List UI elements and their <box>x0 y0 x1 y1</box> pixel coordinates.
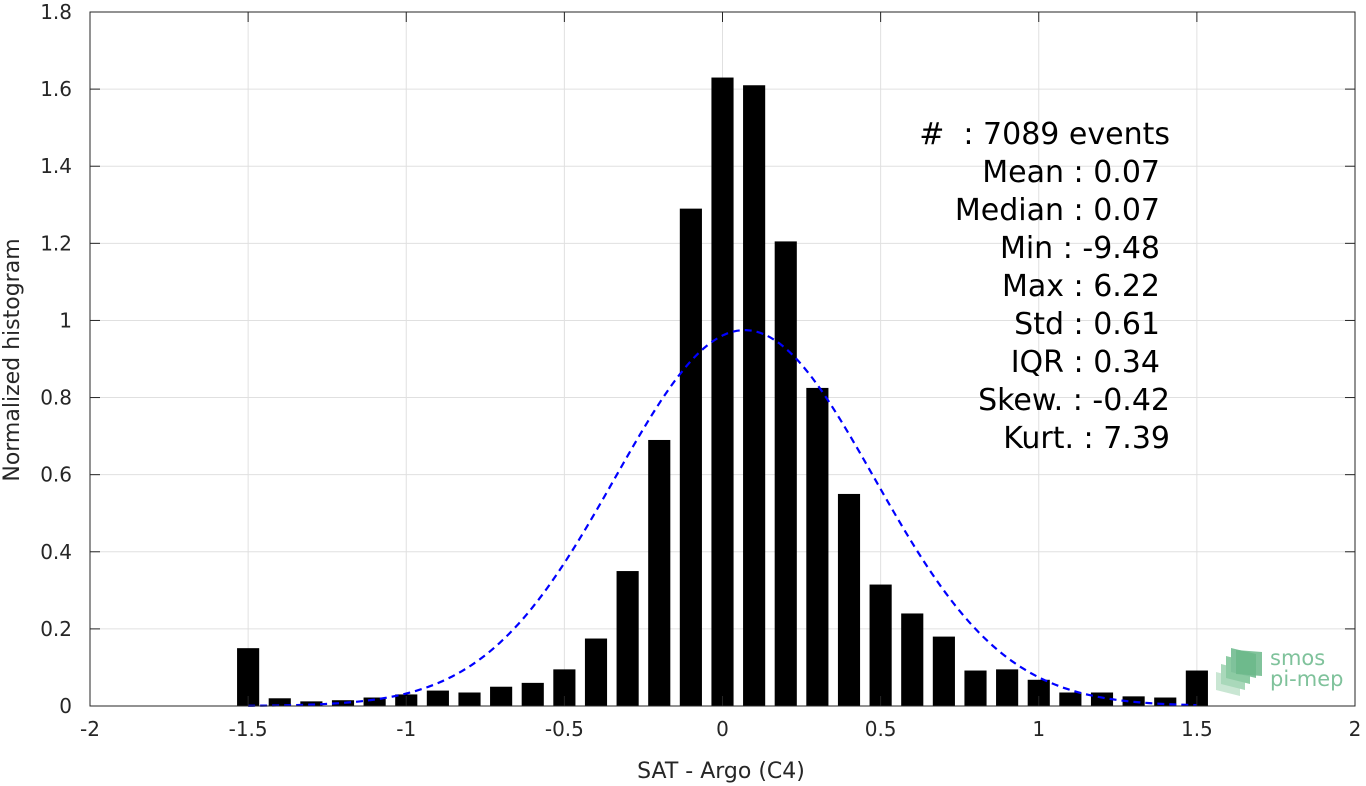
stat-min: Min : -9.48 <box>1000 231 1160 266</box>
logo-layers-icon <box>1216 648 1262 696</box>
y-tick-label: 0.6 <box>40 463 72 487</box>
histogram-bar <box>490 686 513 706</box>
plot-frame <box>89 11 1356 707</box>
histogram-bar <box>426 690 449 706</box>
stat-max: Max : 6.22 <box>1002 269 1160 304</box>
histogram-bar <box>648 439 671 706</box>
x-axis-label: SAT - Argo (C4) <box>637 759 805 784</box>
histogram-bar <box>553 669 576 706</box>
y-tick-label: 0.2 <box>40 617 72 641</box>
histogram-bar <box>584 638 608 706</box>
stat-count: # : 7089 events <box>919 117 1170 152</box>
stat-kurt: Kurt. : 7.39 <box>1003 421 1170 456</box>
y-tick-labels: 0 0.2 0.4 0.6 0.8 1 1.2 1.4 1.6 1.8 <box>40 0 72 718</box>
x-tick-label: -1.5 <box>229 717 268 741</box>
x-tick-label: 2 <box>1349 717 1362 741</box>
logo-text-smos: smos <box>1270 646 1325 670</box>
y-tick-label: 1.2 <box>40 231 72 255</box>
histogram-bar <box>458 692 481 706</box>
stat-iqr: IQR : 0.34 <box>1011 345 1160 380</box>
x-tick-label: 1.5 <box>1181 717 1213 741</box>
y-tick-label: 1.8 <box>40 0 72 24</box>
histogram-bar <box>331 700 355 706</box>
histogram-bars <box>237 77 1208 707</box>
histogram-bar <box>237 648 260 706</box>
y-tick-label: 1.4 <box>40 154 72 178</box>
x-tick-label: -2 <box>80 717 100 741</box>
histogram-bar <box>1090 692 1114 706</box>
histogram-bar <box>363 697 386 706</box>
histogram-bar <box>1059 692 1082 706</box>
histogram-bar <box>932 636 955 706</box>
histogram-bar <box>268 698 291 706</box>
histogram-bar <box>869 584 892 706</box>
x-tick-labels: -2 -1.5 -1 -0.5 0 0.5 1 1.5 2 <box>80 717 1361 741</box>
gaussian-fit-curve <box>248 329 1197 707</box>
stat-std: Std : 0.61 <box>1014 307 1160 342</box>
y-tick-label: 0.8 <box>40 386 72 410</box>
x-tick-label: 1 <box>1032 717 1045 741</box>
y-tick-label: 1 <box>59 308 72 332</box>
axes-box <box>89 11 1356 707</box>
stat-skew: Skew. : -0.42 <box>978 383 1170 418</box>
histogram-bar <box>1185 670 1208 706</box>
histogram-bar <box>901 613 924 706</box>
histogram-bar <box>1027 679 1050 706</box>
stat-mean: Mean : 0.07 <box>982 155 1160 190</box>
statistics-annotation: # : 7089 events Mean : 0.07 Median : 0.0… <box>919 117 1170 456</box>
histogram-bar <box>1154 697 1177 706</box>
histogram-bar <box>521 682 544 706</box>
x-tick-label: -0.5 <box>545 717 584 741</box>
logo-text-pi-mep: pi-mep <box>1270 667 1343 691</box>
histogram-bar <box>679 208 702 706</box>
histogram-bar <box>806 387 829 706</box>
y-tick-label: 0.4 <box>40 540 72 564</box>
histogram-bar <box>711 77 734 707</box>
histogram-bar <box>837 493 861 706</box>
x-tick-label: 0.5 <box>865 717 897 741</box>
histogram-bar <box>743 85 766 706</box>
histogram-bar <box>996 669 1019 706</box>
x-tick-label: 0 <box>716 717 729 741</box>
smos-pi-mep-logo: smos pi-mep <box>1216 646 1343 696</box>
y-tick-label: 0 <box>59 694 72 718</box>
histogram-bar <box>964 670 987 706</box>
y-axis-label: Normalized histogram <box>0 238 25 481</box>
x-tick-label: -1 <box>396 717 416 741</box>
histogram-bar <box>616 571 639 706</box>
y-tick-label: 1.6 <box>40 77 72 101</box>
stat-median: Median : 0.07 <box>955 193 1160 228</box>
histogram-bar <box>774 241 797 706</box>
